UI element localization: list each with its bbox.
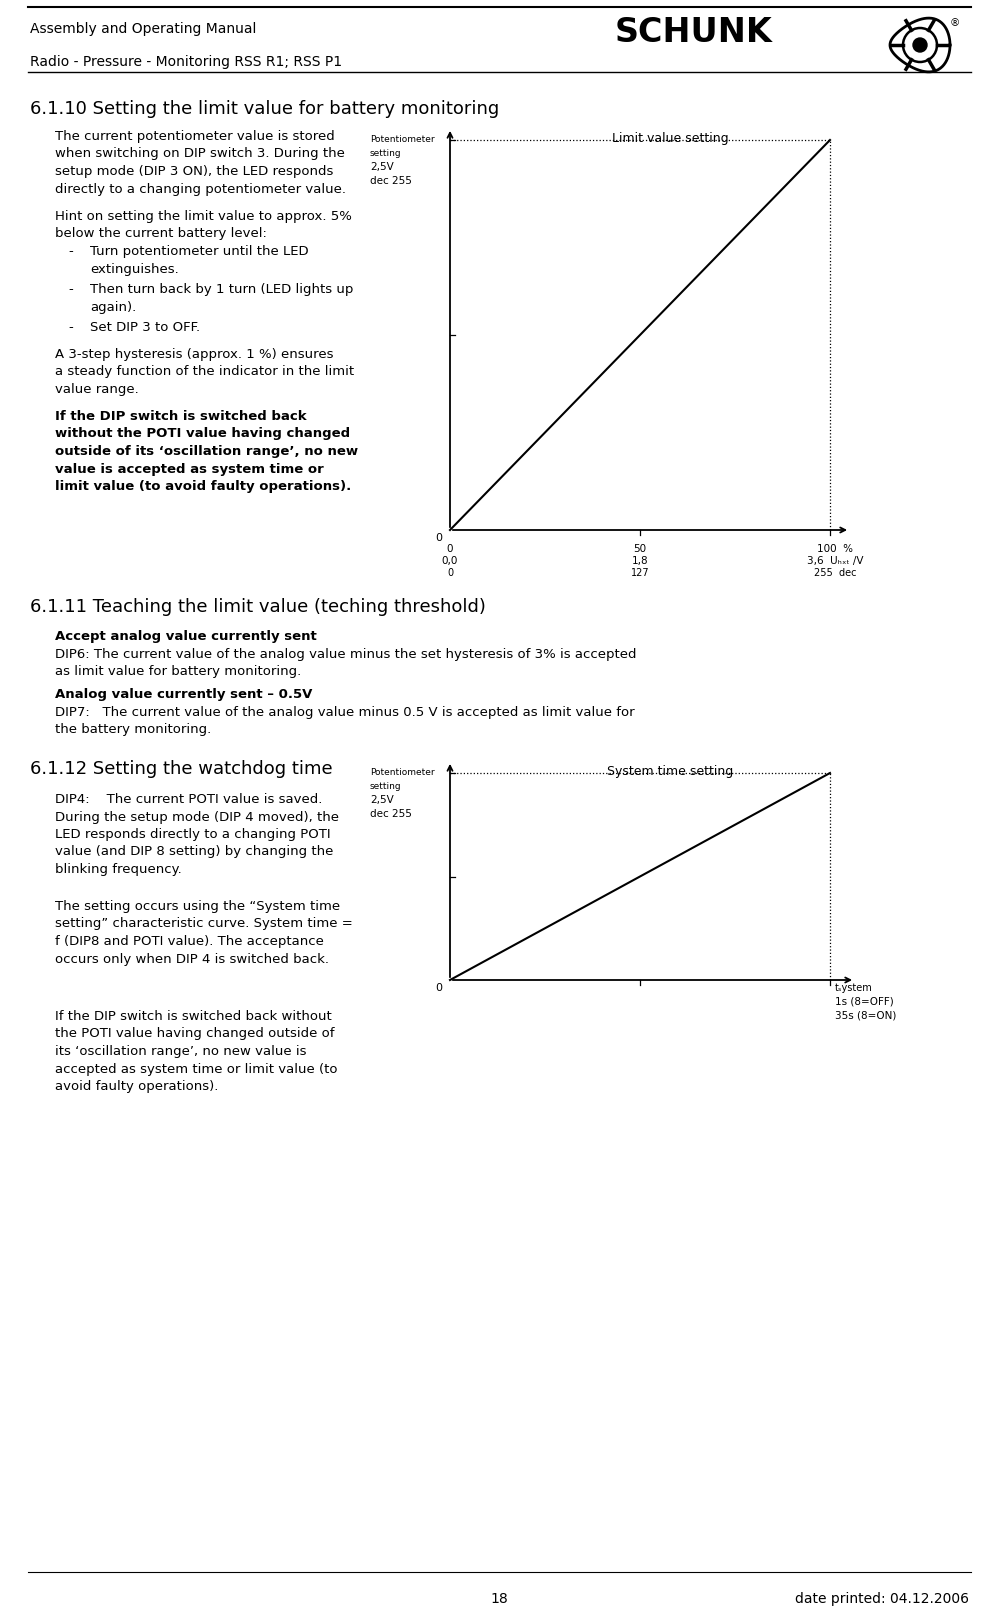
Text: Hint on setting the limit value to approx. 5%
below the current battery level:: Hint on setting the limit value to appro… bbox=[55, 211, 352, 240]
Text: 100  %: 100 % bbox=[817, 544, 853, 554]
Text: 35s (8=ON): 35s (8=ON) bbox=[835, 1011, 896, 1021]
Text: Accept analog value currently sent: Accept analog value currently sent bbox=[55, 630, 317, 643]
Text: 2,5V: 2,5V bbox=[370, 162, 394, 172]
Text: Potentiometer: Potentiometer bbox=[370, 768, 435, 778]
Text: 18: 18 bbox=[491, 1592, 507, 1605]
Text: Then turn back by 1 turn (LED lights up
again).: Then turn back by 1 turn (LED lights up … bbox=[90, 284, 354, 314]
Text: -: - bbox=[68, 284, 73, 296]
Text: -: - bbox=[68, 321, 73, 334]
Text: tₛystem: tₛystem bbox=[835, 983, 873, 993]
Text: 0: 0 bbox=[435, 533, 442, 543]
Text: DIP6: The current value of the analog value minus the set hysteresis of 3% is ac: DIP6: The current value of the analog va… bbox=[55, 648, 636, 679]
Text: If the DIP switch is switched back without
the POTI value having changed outside: If the DIP switch is switched back witho… bbox=[55, 1009, 338, 1094]
Text: Radio - Pressure - Monitoring RSS R1; RSS P1: Radio - Pressure - Monitoring RSS R1; RS… bbox=[30, 55, 342, 70]
Text: date printed: 04.12.2006: date printed: 04.12.2006 bbox=[795, 1592, 969, 1605]
Text: -: - bbox=[68, 245, 73, 258]
Text: Assembly and Operating Manual: Assembly and Operating Manual bbox=[30, 23, 257, 36]
Text: 1,8: 1,8 bbox=[631, 556, 648, 565]
Text: Set DIP 3 to OFF.: Set DIP 3 to OFF. bbox=[90, 321, 200, 334]
Text: setting: setting bbox=[370, 149, 402, 159]
Text: 3,6  Uₕₓₜ /V: 3,6 Uₕₓₜ /V bbox=[807, 556, 863, 565]
Circle shape bbox=[913, 37, 927, 52]
Text: ®: ® bbox=[950, 18, 960, 28]
Text: 0: 0 bbox=[435, 983, 442, 993]
Text: If the DIP switch is switched back
without the POTI value having changed
outside: If the DIP switch is switched back witho… bbox=[55, 410, 358, 492]
Text: setting: setting bbox=[370, 782, 402, 791]
Text: System time setting: System time setting bbox=[606, 765, 733, 778]
Text: DIP7:   The current value of the analog value minus 0.5 V is accepted as limit v: DIP7: The current value of the analog va… bbox=[55, 706, 634, 737]
Text: The setting occurs using the “System time
setting” characteristic curve. System : The setting occurs using the “System tim… bbox=[55, 901, 353, 966]
Text: 2,5V: 2,5V bbox=[370, 795, 394, 805]
Text: SCHUNK: SCHUNK bbox=[615, 16, 773, 49]
Text: Potentiometer: Potentiometer bbox=[370, 134, 435, 144]
Text: Turn potentiometer until the LED
extinguishes.: Turn potentiometer until the LED extingu… bbox=[90, 245, 309, 275]
Text: Limit value setting: Limit value setting bbox=[611, 131, 728, 146]
Text: A 3-step hysteresis (approx. 1 %) ensures
a steady function of the indicator in : A 3-step hysteresis (approx. 1 %) ensure… bbox=[55, 348, 354, 395]
Text: 0: 0 bbox=[447, 544, 454, 554]
Text: dec 255: dec 255 bbox=[370, 808, 412, 820]
Text: 255  dec: 255 dec bbox=[814, 569, 856, 578]
Text: Analog value currently sent – 0.5V: Analog value currently sent – 0.5V bbox=[55, 688, 313, 701]
Text: 0,0: 0,0 bbox=[442, 556, 459, 565]
Text: 0: 0 bbox=[447, 569, 454, 578]
Text: 6.1.12 Setting the watchdog time: 6.1.12 Setting the watchdog time bbox=[30, 760, 333, 778]
Text: DIP4:    The current POTI value is saved.
During the setup mode (DIP 4 moved), t: DIP4: The current POTI value is saved. D… bbox=[55, 794, 339, 876]
Text: 50: 50 bbox=[633, 544, 646, 554]
Text: 6.1.10 Setting the limit value for battery monitoring: 6.1.10 Setting the limit value for batte… bbox=[30, 100, 500, 118]
Text: The current potentiometer value is stored
when switching on DIP switch 3. During: The current potentiometer value is store… bbox=[55, 130, 346, 196]
Text: 1s (8=OFF): 1s (8=OFF) bbox=[835, 996, 894, 1008]
Text: 127: 127 bbox=[630, 569, 649, 578]
Text: 6.1.11 Teaching the limit value (teching threshold): 6.1.11 Teaching the limit value (teching… bbox=[30, 598, 486, 616]
Text: dec 255: dec 255 bbox=[370, 177, 412, 186]
